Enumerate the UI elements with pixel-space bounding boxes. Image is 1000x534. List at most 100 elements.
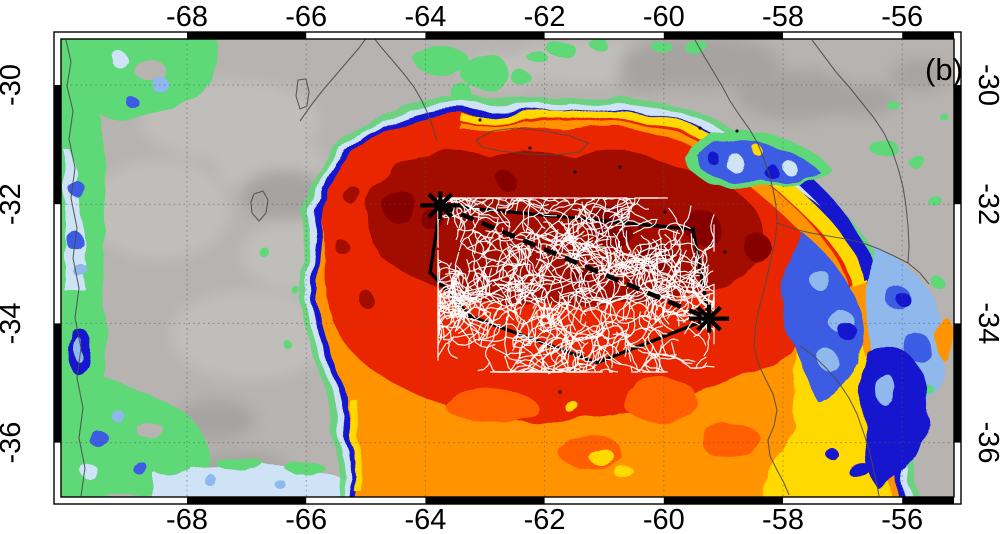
lightning-flash	[454, 197, 557, 217]
frame-segment-top	[663, 32, 783, 39]
political-borders	[65, 39, 930, 497]
frame-segment-left	[54, 323, 61, 443]
frame-segment-right	[954, 323, 961, 443]
axis-label-top: -56	[881, 1, 923, 33]
asterisk-marker	[427, 192, 454, 219]
track-dashed-line	[439, 203, 710, 321]
axis-label-bottom: -66	[285, 504, 327, 534]
axis-label-top: -64	[404, 1, 446, 33]
andes-coastline	[65, 39, 86, 497]
shallow-cloud-details	[64, 52, 441, 489]
flash-dot	[558, 390, 562, 394]
flash-dot	[638, 226, 642, 230]
flash-dot	[618, 165, 622, 169]
polygon-vertex-dot	[428, 270, 432, 274]
flash-dot	[663, 210, 667, 214]
frame-segment-top	[902, 32, 954, 39]
overshooting-top-spot	[497, 172, 515, 190]
north-orange-band	[461, 119, 718, 155]
lightning-flash	[516, 197, 610, 272]
gray-texture	[90, 39, 950, 479]
west-yellow-sliver	[346, 395, 362, 493]
polygon-vertex-dot	[595, 360, 599, 365]
lightning-flash	[576, 197, 607, 223]
brazil-uruguay-border	[776, 222, 930, 285]
flash-dot	[573, 170, 577, 174]
lightning-flash	[437, 274, 487, 340]
axis-label-bottom: -68	[166, 504, 208, 534]
axis-label-top: -58	[762, 1, 804, 33]
north-detached-cloud-band	[686, 129, 830, 189]
analysis-overlay	[420, 191, 730, 375]
brazil-border-ne	[811, 39, 910, 264]
frame-segment-top	[425, 32, 545, 39]
axis-label-right: -30	[972, 64, 1000, 106]
north-yellow-band	[461, 108, 725, 148]
axis-label-left: -32	[0, 183, 27, 225]
frame-inner	[60, 38, 955, 498]
axis-label-bottom: -56	[881, 504, 923, 534]
lightning-flash	[579, 245, 647, 344]
axis-label-left: -34	[0, 302, 27, 344]
lightning-flash	[528, 292, 628, 329]
paraguay-border-west	[299, 39, 367, 122]
lightning-flash	[578, 207, 616, 264]
lightning-flash	[468, 241, 548, 272]
overshooting-top-spot	[382, 189, 416, 223]
axis-label-bottom: -62	[524, 504, 566, 534]
lightning-flash	[619, 203, 658, 235]
frame-segment-right	[954, 85, 961, 205]
axis-label-bottom: -60	[643, 504, 685, 534]
lightning-flash	[451, 299, 489, 331]
flash-dot	[698, 126, 702, 130]
flash-dot	[478, 118, 482, 122]
coldest-core-region	[368, 151, 764, 307]
axis-label-left: -30	[0, 64, 27, 106]
frame-segment-left	[54, 85, 61, 205]
axis-label-right: -32	[972, 183, 1000, 225]
axis-label-top: -60	[643, 1, 685, 33]
se-deep-blue-blob	[860, 347, 929, 490]
graticule	[61, 39, 954, 497]
panel-label: (b)	[925, 52, 963, 87]
asterisk-marker	[696, 305, 722, 332]
lightning-flash	[464, 204, 527, 258]
axis-label-right: -36	[972, 422, 1000, 464]
lightning-flash	[638, 222, 694, 292]
axis-label-bottom: -58	[762, 504, 804, 534]
polygon-vertex-dot	[691, 227, 695, 232]
lightning-flash	[616, 315, 715, 373]
paraguay-river	[374, 39, 438, 142]
frame-segment-top	[187, 32, 307, 39]
axis-label-left: -36	[0, 422, 27, 464]
axis-label-top: -62	[524, 1, 566, 33]
polygon-vertex-dot	[468, 314, 472, 319]
lightning-flash	[491, 324, 569, 373]
lightning-flash	[437, 305, 514, 373]
flash-dot	[723, 250, 727, 254]
axis-label-top: -66	[285, 1, 327, 33]
frame-segment-bottom	[663, 497, 783, 504]
lightning-flash	[606, 251, 647, 276]
axis-label-bottom: -64	[404, 504, 446, 534]
lightning-flash	[473, 246, 544, 314]
uruguay-river	[694, 39, 790, 496]
flash-dot	[735, 129, 739, 133]
ne-blue-region	[780, 230, 862, 402]
map-content	[61, 39, 954, 497]
frame-segment-bottom	[425, 497, 545, 504]
flash-dot	[528, 146, 532, 150]
frame-segment-bottom	[902, 497, 954, 504]
rio-negro-river	[799, 345, 880, 497]
lightning-flash	[701, 283, 715, 309]
lightning-flash	[606, 225, 668, 319]
axis-label-top: -68	[166, 1, 208, 33]
flash-dots	[478, 118, 739, 394]
mar-chiquita-lake-outline	[250, 190, 269, 222]
frame-tick-segments	[54, 32, 961, 504]
lightning-flash	[640, 332, 696, 373]
axis-label-right: -34	[972, 302, 1000, 344]
